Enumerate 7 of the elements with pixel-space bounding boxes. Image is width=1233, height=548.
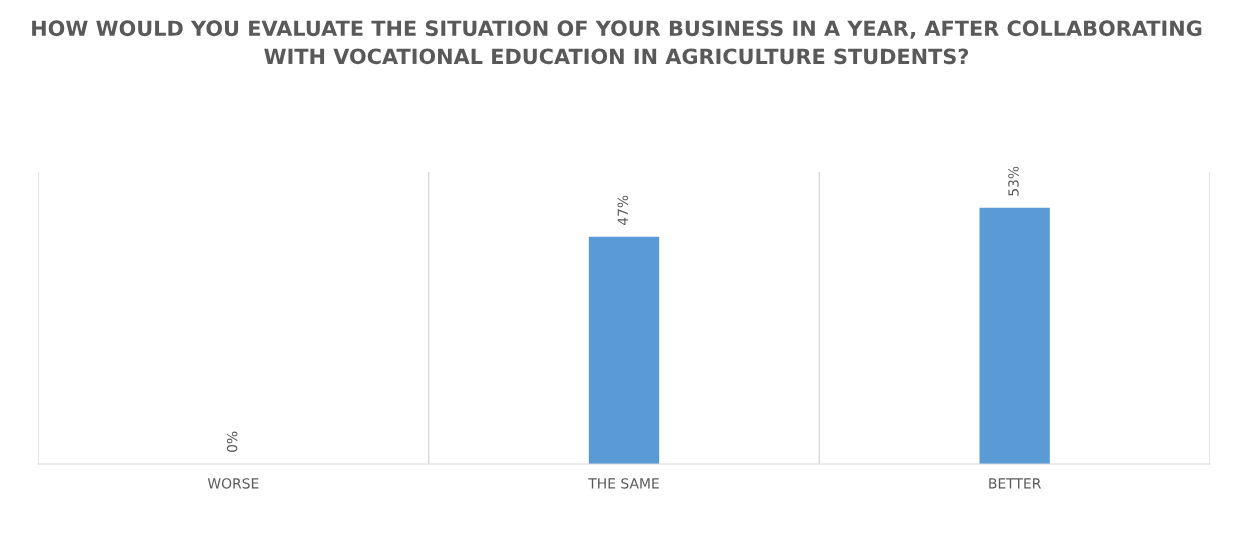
x-tick-label: WORSE — [207, 478, 259, 489]
x-tick-label: BETTER — [989, 478, 1041, 489]
data-label: 53% — [1008, 166, 1019, 196]
chart-title: HOW WOULD YOU EVALUATE THE SITUATION OF YOUR BUSINESS IN A YEAR, AFTER COLLABORATING WITH VOCATIONAL EDUCATION IN AGRICULTURE STUDENTS? — [32, 20, 1202, 65]
data-label: 0% — [226, 431, 238, 452]
data-label: 47% — [617, 195, 629, 226]
x-tick-label: THE SAME — [588, 478, 659, 489]
